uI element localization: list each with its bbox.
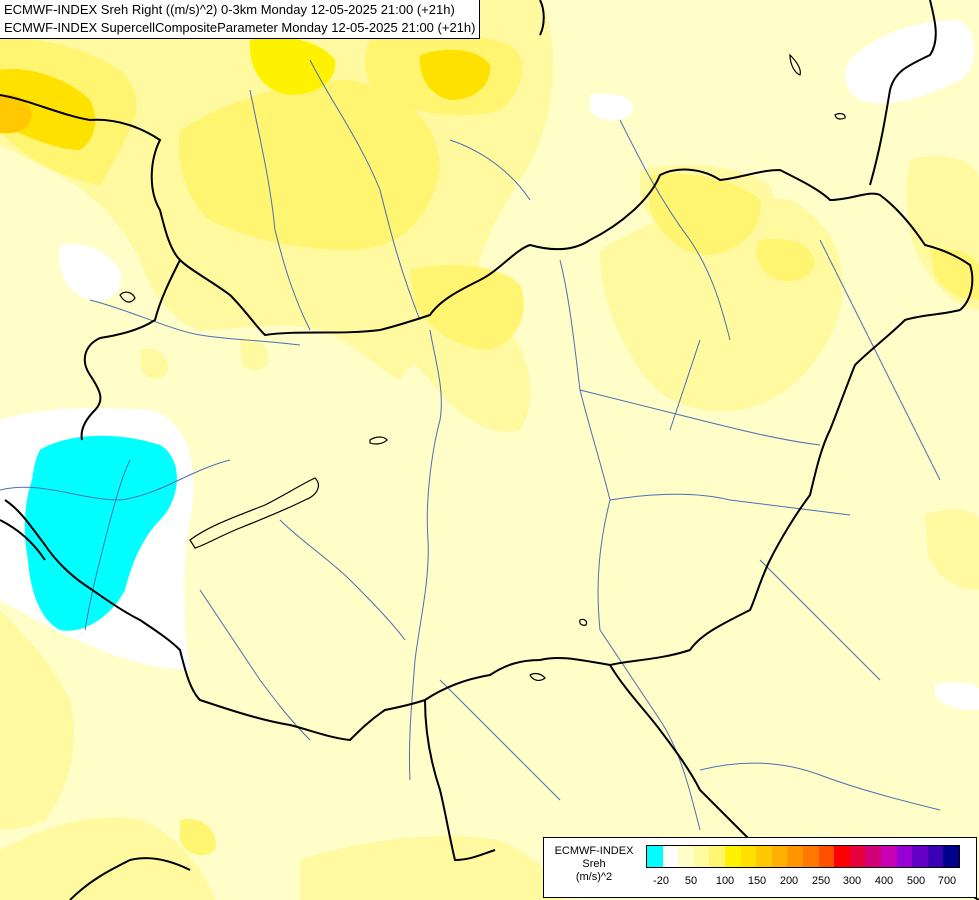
map-title-line-1: ECMWF-INDEX Sreh Right ((m/s)^2) 0-3km M…: [4, 2, 455, 17]
legend-swatch: [647, 846, 663, 867]
legend-swatch: [896, 846, 913, 867]
legend-swatch: [709, 846, 725, 867]
lake-small-6: [579, 618, 588, 626]
lakes: [119, 53, 846, 681]
legend-swatch: [818, 846, 835, 867]
map-title-box: ECMWF-INDEX Sreh Right ((m/s)^2) 0-3km M…: [0, 0, 481, 39]
map-title-line-2: ECMWF-INDEX SupercellCompositeParameter …: [4, 20, 476, 35]
legend-swatch: [756, 846, 772, 867]
rivers: [0, 59, 941, 831]
legend-swatch: [678, 846, 694, 867]
legend-tick-label: 100: [715, 875, 735, 887]
lake-small-2: [789, 53, 801, 76]
legend-tick-label: 400: [874, 875, 894, 887]
lake-small-1: [369, 436, 388, 445]
legend-swatch: [880, 846, 897, 867]
legend-swatch: [693, 846, 710, 867]
legend-tick-label: 150: [747, 875, 767, 887]
lake-small-4: [119, 291, 136, 303]
high-value-zones: [0, 36, 491, 150]
legend-title-line-3: (m/s)^2: [575, 871, 613, 883]
legend-swatch: [802, 846, 819, 867]
legend-swatch: [787, 846, 803, 867]
legend-tick-label: 200: [779, 875, 799, 887]
lake-small-3: [834, 112, 846, 120]
legend-swatch: [834, 846, 850, 867]
lake-small-5: [529, 672, 546, 681]
legend-title: ECMWF-INDEX Sreh (m/s)^2: [544, 845, 644, 884]
legend-tick-label: -20: [653, 875, 669, 887]
legend-tick-label: 700: [937, 875, 957, 887]
lake-balaton: [189, 477, 319, 549]
legend-swatch: [865, 846, 881, 867]
legend-tick-label: 500: [906, 875, 926, 887]
legend-swatch: [912, 846, 928, 867]
color-legend: ECMWF-INDEX Sreh (m/s)^2 -20 50 100 150 200 2…: [543, 837, 977, 898]
legend-tick-labels: -20 50 100 150 200 250 300 400 500 700: [646, 875, 976, 889]
legend-swatch: [943, 846, 959, 867]
legend-title-line-1: ECMWF-INDEX: [554, 845, 634, 857]
negative-zone: [24, 435, 177, 631]
legend-title-line-2: Sreh: [582, 858, 606, 870]
legend-color-scale: [646, 845, 960, 868]
legend-swatch: [740, 846, 757, 867]
legend-swatch: [771, 846, 788, 867]
legend-swatch: [849, 846, 866, 867]
legend-tick-label: 250: [811, 875, 831, 887]
legend-swatch: [662, 846, 679, 867]
legend-swatch: [724, 846, 741, 867]
legend-tick-label: 300: [842, 875, 862, 887]
legend-swatch: [927, 846, 944, 867]
legend-tick-label: 50: [684, 875, 698, 887]
